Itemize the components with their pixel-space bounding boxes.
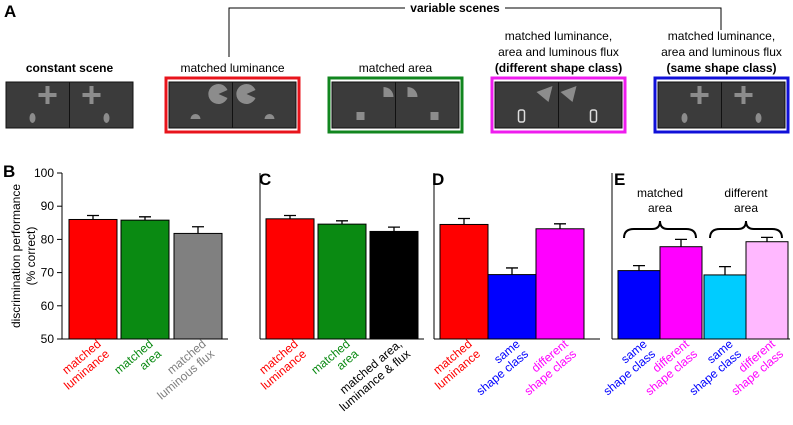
scene-shape <box>383 87 394 97</box>
bar <box>265 218 315 340</box>
scene-shape <box>560 86 577 102</box>
bar <box>173 232 223 340</box>
scene-frame <box>653 76 790 134</box>
bar <box>703 274 747 340</box>
scene-frame <box>490 76 627 134</box>
scene-shape <box>264 114 275 119</box>
annotation: area <box>734 201 758 215</box>
scene-note: (different shape class) <box>495 61 622 75</box>
scene-label: matched luminance, <box>505 29 612 43</box>
y-tick-label: 60 <box>41 299 55 313</box>
scene-label: matched area <box>359 61 433 75</box>
scene-heading: constant scene <box>26 61 114 75</box>
panel-label: A <box>4 2 16 21</box>
bar <box>745 241 789 340</box>
scene-shape <box>103 113 110 123</box>
scene-note: (same shape class) <box>666 61 776 75</box>
group-bracket <box>228 7 722 57</box>
bar <box>487 274 537 340</box>
annotation: different <box>724 186 768 200</box>
scene-shape <box>29 113 36 123</box>
y-tick-label: 50 <box>41 332 55 346</box>
scene-shape <box>356 112 365 120</box>
bar <box>369 230 419 340</box>
error-bar <box>192 226 204 234</box>
y-axis-label: discrimination performance <box>9 184 23 328</box>
scene-shape <box>236 84 256 104</box>
scene-shape <box>589 109 598 123</box>
y-tick-label: 70 <box>41 266 55 280</box>
error-bar <box>87 214 99 220</box>
panel-label: E <box>614 170 625 189</box>
error-bar <box>458 217 470 225</box>
error-bar <box>284 214 296 219</box>
error-bar <box>388 226 400 232</box>
bar <box>535 228 585 340</box>
y-axis-label: (% correct) <box>24 227 38 286</box>
scene-label: matched luminance, <box>668 29 775 43</box>
panel-label: C <box>259 170 271 189</box>
error-bar <box>506 267 518 275</box>
bar <box>120 219 170 340</box>
bar <box>68 218 118 340</box>
scene-label: matched luminance <box>180 61 284 75</box>
brace <box>623 220 697 239</box>
error-bar <box>675 238 687 247</box>
scene-shape <box>38 86 57 104</box>
y-tick-label: 80 <box>41 232 55 246</box>
scene-shape <box>734 86 753 104</box>
panel-label: B <box>3 162 15 181</box>
scene-shape <box>517 109 526 123</box>
error-bar <box>719 265 731 275</box>
error-bar <box>554 223 566 229</box>
bar <box>439 223 489 340</box>
scene-label: area and luminous flux <box>661 45 782 59</box>
error-bar <box>633 264 645 271</box>
scene-shape <box>208 84 228 104</box>
panel-label: D <box>432 170 444 189</box>
annotation: matched <box>637 186 683 200</box>
bar <box>617 270 661 340</box>
annotation: area <box>648 201 672 215</box>
scene-shape <box>755 113 762 123</box>
error-bar <box>761 236 773 242</box>
scene-frame <box>164 76 301 134</box>
scene-frame <box>327 76 464 134</box>
scene-shape <box>536 86 553 102</box>
error-bar <box>336 220 348 225</box>
scene-label: area and luminous flux <box>498 45 619 59</box>
y-tick-label: 90 <box>41 199 55 213</box>
bar <box>659 246 703 340</box>
group-title: variable scenes <box>410 1 500 15</box>
brace <box>709 220 783 239</box>
bar <box>317 223 367 340</box>
scene-shape <box>407 87 418 97</box>
scene-shape <box>690 86 709 104</box>
scene-shape <box>190 114 201 119</box>
scene-shape <box>681 113 688 123</box>
scene-shape <box>82 86 101 104</box>
error-bar <box>139 216 151 221</box>
scene-shape <box>430 112 439 120</box>
y-tick-label: 100 <box>34 166 54 180</box>
